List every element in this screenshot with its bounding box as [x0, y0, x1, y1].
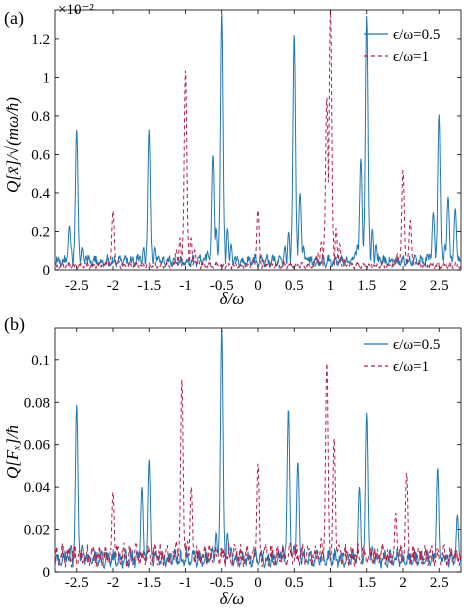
- panel-label-b: (b): [4, 314, 25, 335]
- chart-panel-a: (a) ×10⁻² -2.5 -2 -1.5 -1 -0.5 0 0.5 1 1.5 2 2.500…: [3, 2, 462, 308]
- series-line-1: [54, 329, 462, 570]
- x-tick-label: -1.5: [137, 575, 161, 591]
- x-tick-label: 0: [254, 575, 262, 591]
- x-tick-label: 0: [254, 278, 262, 294]
- y-tick-label: 0.08: [24, 395, 50, 411]
- x-tick-label: 2.5: [430, 278, 449, 294]
- legend-b: ϵ/ω=0.5 ϵ/ω=1: [364, 337, 440, 375]
- legend-label-series1-b: ϵ/ω=0.5: [393, 337, 440, 353]
- x-tick-label: 1.5: [357, 575, 376, 591]
- y-tick-label: 1: [43, 70, 51, 86]
- y-tick-label: 0: [43, 565, 51, 581]
- y-axis-label-a: Q[x̄]/√(mω/ħ): [3, 97, 22, 193]
- x-tick-label: 1.5: [357, 278, 376, 294]
- x-tick-label: -2: [107, 575, 120, 591]
- x-tick-label: -1: [179, 575, 192, 591]
- x-axis-label-b: δ/ω: [220, 589, 245, 608]
- x-tick-label: 1: [327, 278, 335, 294]
- x-tick-label: -2.5: [65, 278, 89, 294]
- x-tick-label: 1: [327, 575, 335, 591]
- y-tick-label: 0: [43, 263, 51, 279]
- y-tick-label: 0.04: [24, 480, 51, 496]
- x-tick-label: 2: [399, 575, 407, 591]
- series-line-2: [54, 363, 462, 570]
- y-tick-label: 0.2: [31, 224, 50, 240]
- x-tick-label: -2: [107, 278, 120, 294]
- x-tick-label: 2.5: [430, 575, 449, 591]
- y-tick-label: 0.8: [31, 109, 50, 125]
- panel-label-a: (a): [4, 8, 24, 29]
- y-tick-label: 0.1: [31, 353, 50, 369]
- x-axis-label-a: δ/ω: [220, 289, 245, 308]
- y-tick-label: 0.02: [24, 523, 50, 539]
- legend-a: ϵ/ω=0.5 ϵ/ω=1: [364, 27, 440, 65]
- series-line-2: [54, 11, 462, 271]
- y-tick-label: 0.6: [31, 147, 50, 163]
- ticks-a: -2.5 -2 -1.5 -1 -0.5 0 0.5 1 1.5 2 2.5 0 0.2 0.4 0.6 0.…: [31, 10, 461, 294]
- legend-label-series1-a: ϵ/ω=0.5: [393, 27, 440, 43]
- x-tick-label: 0.5: [285, 575, 304, 591]
- legend-label-series2-a: ϵ/ω=1: [393, 49, 429, 65]
- x-tick-label: 2: [399, 278, 407, 294]
- y-tick-label: 0.4: [31, 186, 50, 202]
- series-group-b: [54, 329, 462, 570]
- x-tick-label: -1: [179, 278, 192, 294]
- legend-label-series2-b: ϵ/ω=1: [393, 359, 429, 375]
- ticks-b: -2.5 -2 -1.5 -1 -0.5 0 0.5 1 1.5 2 2.5 0 0.02 0.04 0.0…: [24, 328, 461, 591]
- x-tick-label: 0.5: [285, 278, 304, 294]
- x-tick-label: -2.5: [65, 575, 89, 591]
- x-tick-label: -1.5: [137, 278, 161, 294]
- y-axis-label-b: Q[Fₓ]/ħ: [3, 425, 22, 479]
- x-tick-label: -0.5: [210, 575, 234, 591]
- y-tick-label: 1.2: [31, 32, 50, 48]
- chart-panel-b: (b) -2.5 -2 -1.5 -1 -0.5 0 0.5 1 1.5 2 2.5 0 0.02 0.0…: [3, 314, 462, 608]
- x-tick-label: -0.5: [210, 278, 234, 294]
- y-tick-label: 0.06: [24, 438, 51, 454]
